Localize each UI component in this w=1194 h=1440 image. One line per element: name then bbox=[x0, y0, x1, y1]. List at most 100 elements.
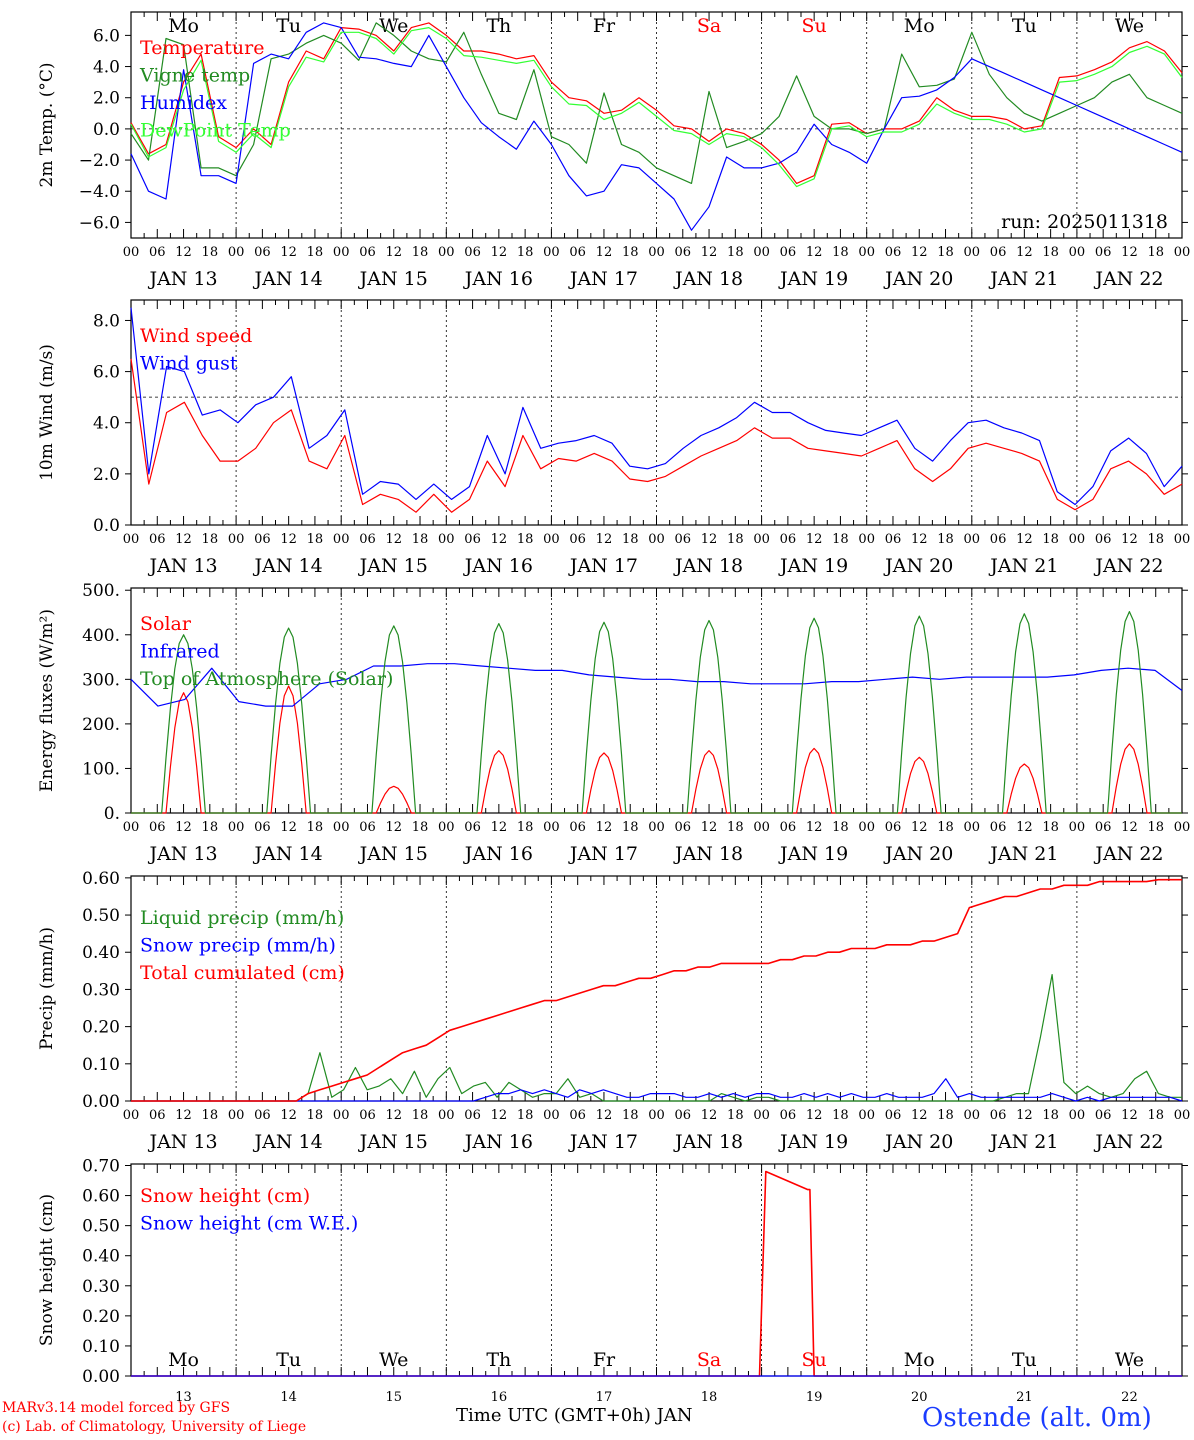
panel-2-hour-tick-label: 12 bbox=[701, 532, 718, 547]
panel-4-hour-tick-label: 06 bbox=[359, 1108, 376, 1123]
panel-2-hour-tick-label: 12 bbox=[1121, 532, 1138, 547]
panel-3-hour-tick-label: 18 bbox=[1147, 820, 1164, 835]
panel-4-hour-tick-label: 12 bbox=[1121, 1108, 1138, 1123]
panel-2-hour-tick-label: 06 bbox=[675, 532, 692, 547]
panel-4-date-label: JAN 20 bbox=[883, 1131, 953, 1153]
panel-1-hour-tick-label: 06 bbox=[254, 245, 271, 260]
panel-3-date-label: JAN 18 bbox=[673, 843, 743, 865]
panel-1-hour-tick-label: 00 bbox=[333, 245, 350, 260]
panel-3-hour-tick-label: 00 bbox=[964, 820, 981, 835]
station-name: Ostende (alt. 0m) bbox=[922, 1403, 1152, 1433]
panel-3-hour-tick-label: 12 bbox=[385, 820, 402, 835]
panel-3-y-axis-label: Energy fluxes (W/m²) bbox=[37, 609, 57, 792]
panel-5-day-number: 13 bbox=[175, 1390, 192, 1405]
panel-2-y-axis-label: 10m Wind (m/s) bbox=[37, 344, 57, 481]
panel-4-hour-tick-label: 06 bbox=[149, 1108, 166, 1123]
panel-4-hour-tick-label: 00 bbox=[228, 1108, 245, 1123]
panel-2-legend-entry: Wind speed bbox=[140, 325, 252, 347]
panel-4-hour-tick-label: 00 bbox=[123, 1108, 140, 1123]
panel-2-hour-tick-label: 00 bbox=[333, 532, 350, 547]
panel-4-hour-tick-label: 00 bbox=[1069, 1108, 1086, 1123]
panel-1-day-name: Mo bbox=[904, 15, 935, 37]
panel-2-hour-tick-label: 12 bbox=[806, 532, 823, 547]
panel-3-hour-tick-label: 12 bbox=[701, 820, 718, 835]
panel-4-y-axis-label: Precip (mm/h) bbox=[37, 927, 57, 1050]
panel-2-hour-tick-label: 18 bbox=[622, 532, 639, 547]
panel-3-hour-tick-label: 12 bbox=[280, 820, 297, 835]
panel-2-hour-tick-label: 00 bbox=[648, 532, 665, 547]
panel-3-hour-tick-label: 18 bbox=[937, 820, 954, 835]
panel-1-hour-tick-label: 18 bbox=[937, 245, 954, 260]
panel-3-hour-tick-label: 18 bbox=[202, 820, 219, 835]
panel-3-series-top-of-atmosphere-solar bbox=[131, 611, 1182, 814]
panel-1-y-tick-label: −6.0 bbox=[79, 213, 120, 233]
panel-2-hour-tick-label: 06 bbox=[149, 532, 166, 547]
panel-3-y-tick-label: 100. bbox=[82, 759, 120, 779]
panel-2-date-label: JAN 13 bbox=[147, 555, 217, 577]
panel-3-hour-tick-label: 00 bbox=[648, 820, 665, 835]
panel-5-day-number: 14 bbox=[280, 1390, 297, 1405]
panel-2-hour-tick-label: 18 bbox=[517, 532, 534, 547]
panel-2-hour-tick-label: 00 bbox=[543, 532, 560, 547]
panel-5-day-number: 22 bbox=[1121, 1390, 1138, 1405]
panel-1-day-name: Th bbox=[486, 15, 511, 37]
panel-2-date-label: JAN 18 bbox=[673, 555, 743, 577]
panel-1-hour-tick-label: 12 bbox=[911, 245, 928, 260]
panel-3-hour-tick-label: 12 bbox=[911, 820, 928, 835]
panel-4-date-label: JAN 22 bbox=[1093, 1131, 1163, 1153]
panel-2-hour-tick-label: 12 bbox=[175, 532, 192, 547]
panel-1-hour-tick-label: 12 bbox=[1121, 245, 1138, 260]
panel-3-y-tick-label: 400. bbox=[82, 626, 120, 646]
panel-3-hour-tick-label: 00 bbox=[858, 820, 875, 835]
panel-2-hour-tick-label: 00 bbox=[964, 532, 981, 547]
panel-4-hour-tick-label: 18 bbox=[622, 1108, 639, 1123]
panel-1-hour-tick-label: 00 bbox=[228, 245, 245, 260]
panel-3-hour-tick-label: 06 bbox=[359, 820, 376, 835]
panel-4-y-tick-label: 0.60 bbox=[82, 869, 120, 889]
panel-1-day-name: Tu bbox=[1012, 15, 1037, 37]
panel-3-date-label: JAN 16 bbox=[463, 843, 533, 865]
panel-1-hour-tick-label: 06 bbox=[149, 245, 166, 260]
panel-1-hour-tick-label: 12 bbox=[280, 245, 297, 260]
panel-2-hour-tick-label: 00 bbox=[438, 532, 455, 547]
panel-3-y-tick-label: 500. bbox=[82, 581, 120, 601]
panel-4-hour-tick-label: 12 bbox=[491, 1108, 508, 1123]
panel-4-hour-tick-label: 06 bbox=[675, 1108, 692, 1123]
panel-2-hour-tick-label: 06 bbox=[359, 532, 376, 547]
panel-1-y-tick-label: 4.0 bbox=[93, 58, 120, 78]
panel-5-day-number: 20 bbox=[911, 1390, 928, 1405]
panel-1-y-tick-label: 0.0 bbox=[93, 120, 120, 140]
panel-4-hour-tick-label: 00 bbox=[648, 1108, 665, 1123]
panel-4-hour-tick-label: 18 bbox=[307, 1108, 324, 1123]
panel-1-hour-tick-label: 12 bbox=[596, 245, 613, 260]
panel-2-y-tick-label: 8.0 bbox=[93, 311, 120, 331]
panel-2-hour-tick-label: 18 bbox=[832, 532, 849, 547]
panel-4-hour-tick-label: 12 bbox=[385, 1108, 402, 1123]
panel-5-day-number: 21 bbox=[1016, 1390, 1033, 1405]
panel-3-hour-tick-label: 06 bbox=[149, 820, 166, 835]
panel-1-hour-tick-label: 00 bbox=[543, 245, 560, 260]
panel-4-y-tick-label: 0.40 bbox=[82, 943, 120, 963]
panel-2-hour-tick-label: 12 bbox=[385, 532, 402, 547]
panel-3-hour-tick-label: 00 bbox=[1069, 820, 1086, 835]
panel-1-hour-tick-label: 18 bbox=[1147, 245, 1164, 260]
panel-3-date-label: JAN 22 bbox=[1093, 843, 1163, 865]
panel-5-y-tick-label: 0.00 bbox=[82, 1367, 120, 1387]
panel-4-hour-tick-label: 18 bbox=[832, 1108, 849, 1123]
panel-1-hour-tick-label: 06 bbox=[359, 245, 376, 260]
panel-3-hour-tick-label: 18 bbox=[307, 820, 324, 835]
panel-4-date-label: JAN 16 bbox=[463, 1131, 533, 1153]
panel-3-hour-tick-label: 00 bbox=[438, 820, 455, 835]
panel-1-hour-tick-label: 00 bbox=[438, 245, 455, 260]
lab-credit: (c) Lab. of Climatology, University of L… bbox=[2, 1419, 307, 1435]
panel-3-legend-entry: Top of Atmosphere (Solar) bbox=[140, 668, 393, 690]
panel-2-hour-tick-label: 18 bbox=[307, 532, 324, 547]
run-label: run: 2025011318 bbox=[1001, 211, 1168, 233]
panel-1-y-tick-label: −2.0 bbox=[79, 151, 120, 171]
panel-3-date-label: JAN 17 bbox=[568, 843, 638, 865]
panel-1-date-label: JAN 18 bbox=[673, 268, 743, 290]
panel-1-hour-tick-label: 18 bbox=[412, 245, 429, 260]
panel-2-y-tick-label: 0.0 bbox=[93, 516, 120, 536]
panel-3-hour-tick-label: 12 bbox=[491, 820, 508, 835]
panel-1-legend-entry: Humidex bbox=[140, 92, 227, 114]
